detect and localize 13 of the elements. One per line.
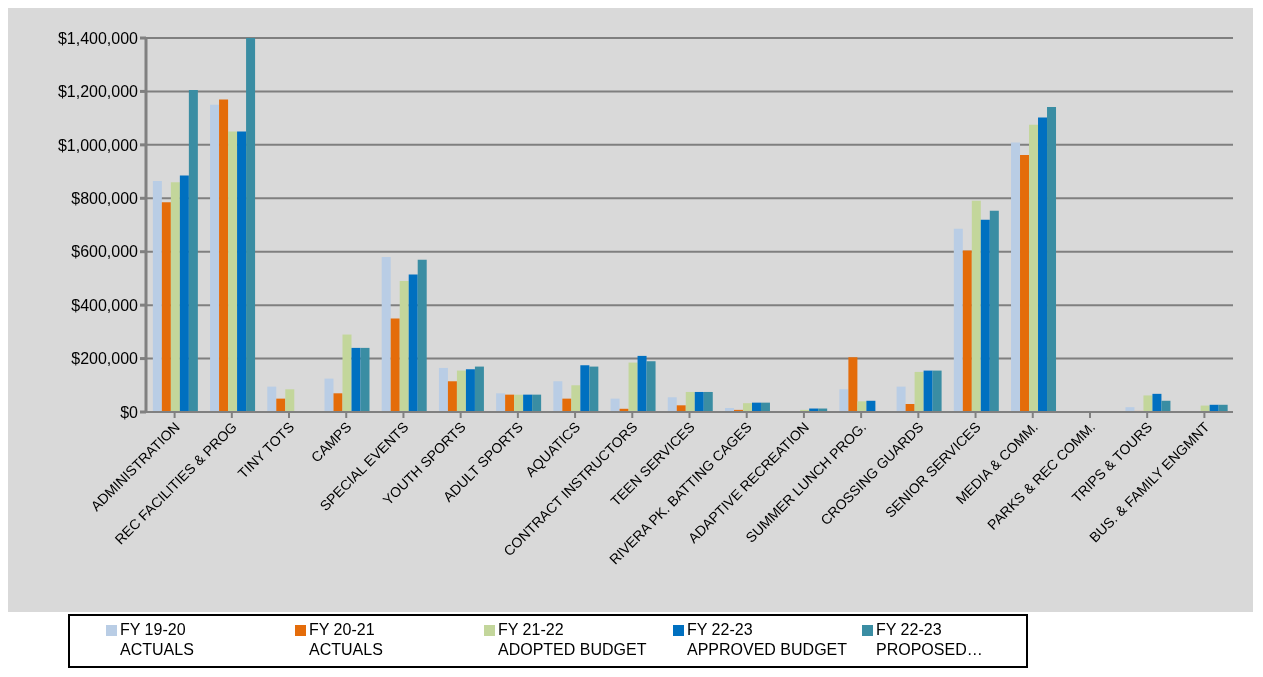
y-tick-label: $1,000,000	[57, 136, 139, 154]
legend-label: FY 19-20 ACTUALS	[120, 620, 195, 660]
y-tick-label: $600,000	[71, 243, 139, 261]
y-tick-label: $0	[120, 403, 139, 421]
y-tick-label: $1,200,000	[57, 83, 139, 101]
legend-label: FY 22-23 APPROVED BUDGET	[687, 620, 849, 660]
y-tick-label: $1,400,000	[57, 29, 139, 47]
y-tick-label: $200,000	[71, 350, 139, 368]
legend-label: FY 21-22 ADOPTED BUDGET	[498, 620, 648, 660]
legend-label: FY 20-21 ACTUALS	[309, 620, 384, 660]
legend-label: FY 22-23 PROPOSED…	[876, 620, 984, 660]
y-tick-label: $400,000	[71, 296, 139, 314]
y-tick-label: $800,000	[71, 189, 139, 207]
